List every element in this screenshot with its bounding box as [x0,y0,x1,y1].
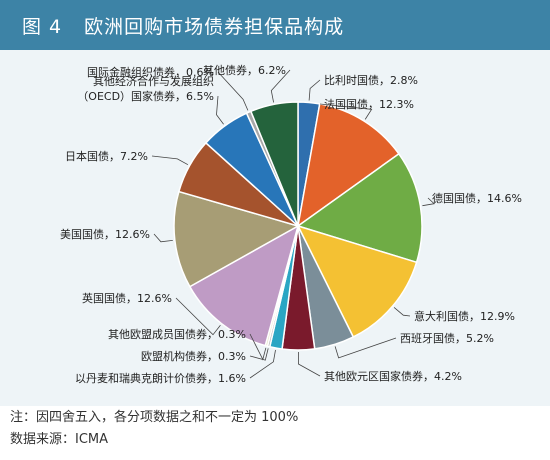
slice-label: 国际金融组织债券，0.6% [87,65,214,79]
leader-lines [151,69,436,379]
data-source: 数据来源：ICMA [10,432,109,447]
slice-label: 德国国债，14.6% [432,191,522,205]
slice-label: 意大利国债，12.9% [414,309,515,323]
leader-line [393,307,411,317]
pie-slice [173,190,300,288]
leader-line [249,348,269,361]
figure-label: 图 4 [22,15,63,38]
footer: 注：因四舍五入，各分项数据之和不一定为 100% 数据来源：ICMA [10,406,540,450]
slice-label: 其他欧元区国家债券，4.2% [324,369,462,383]
leader-line [175,297,221,336]
leader-line [422,197,436,207]
slice-label: 其他欧盟成员国债券，0.3% [108,327,246,341]
leader-line [308,79,321,101]
pie-slice [249,101,299,227]
slice-label: 美国国债，12.6% [60,227,150,241]
pie-slice [296,224,418,338]
leader-line [297,352,321,377]
leader-line [270,69,291,103]
pie-slices [173,101,423,351]
chart-area: 比利时国债，2.8% 法国国债，12.3% 德国国债，14.6% 意大利国债，12.9… [0,50,550,406]
footnote: 注：因四舍五入，各分项数据之和不一定为 100% [10,410,299,425]
pie-slice [188,224,300,347]
slice-label: 欧盟机构债券，0.3% [141,349,246,363]
slice-label: 其他债券，6.2% [203,63,286,77]
leader-line [334,337,397,359]
chart-title: 欧洲回购市场债券担保品构成 [84,15,345,38]
leader-line [216,95,224,125]
leader-line [151,155,189,166]
title-bar: 图 4 欧洲回购市场债券担保品构成 [0,0,550,50]
leader-line [217,71,249,111]
slice-label: 日本国债，7.2% [65,149,148,163]
pie-slice [296,103,400,228]
slice-label: 比利时国债，2.8% [324,73,418,87]
slice-label: 英国国债，12.6% [82,291,172,305]
leader-line [249,349,276,379]
slice-label: 西班牙国债，5.2% [400,331,494,345]
slice-label: 其他经济合作与发展组织（OECD）国家债券，6.5% [77,74,214,103]
slice-label: 法国国债，12.3% [324,97,414,111]
slice-labels: 比利时国债，2.8% 法国国债，12.3% 德国国债，14.6% 意大利国债，12.9… [60,63,522,385]
slice-label: 以丹麦和瑞典克朗计价债券，1.6% [75,371,246,385]
leader-line [249,333,267,361]
leader-line [319,103,373,120]
leader-line [153,233,173,243]
pie-chart: 比利时国债，2.8% 法国国债，12.3% 德国国债，14.6% 意大利国债，12.9… [60,63,522,385]
